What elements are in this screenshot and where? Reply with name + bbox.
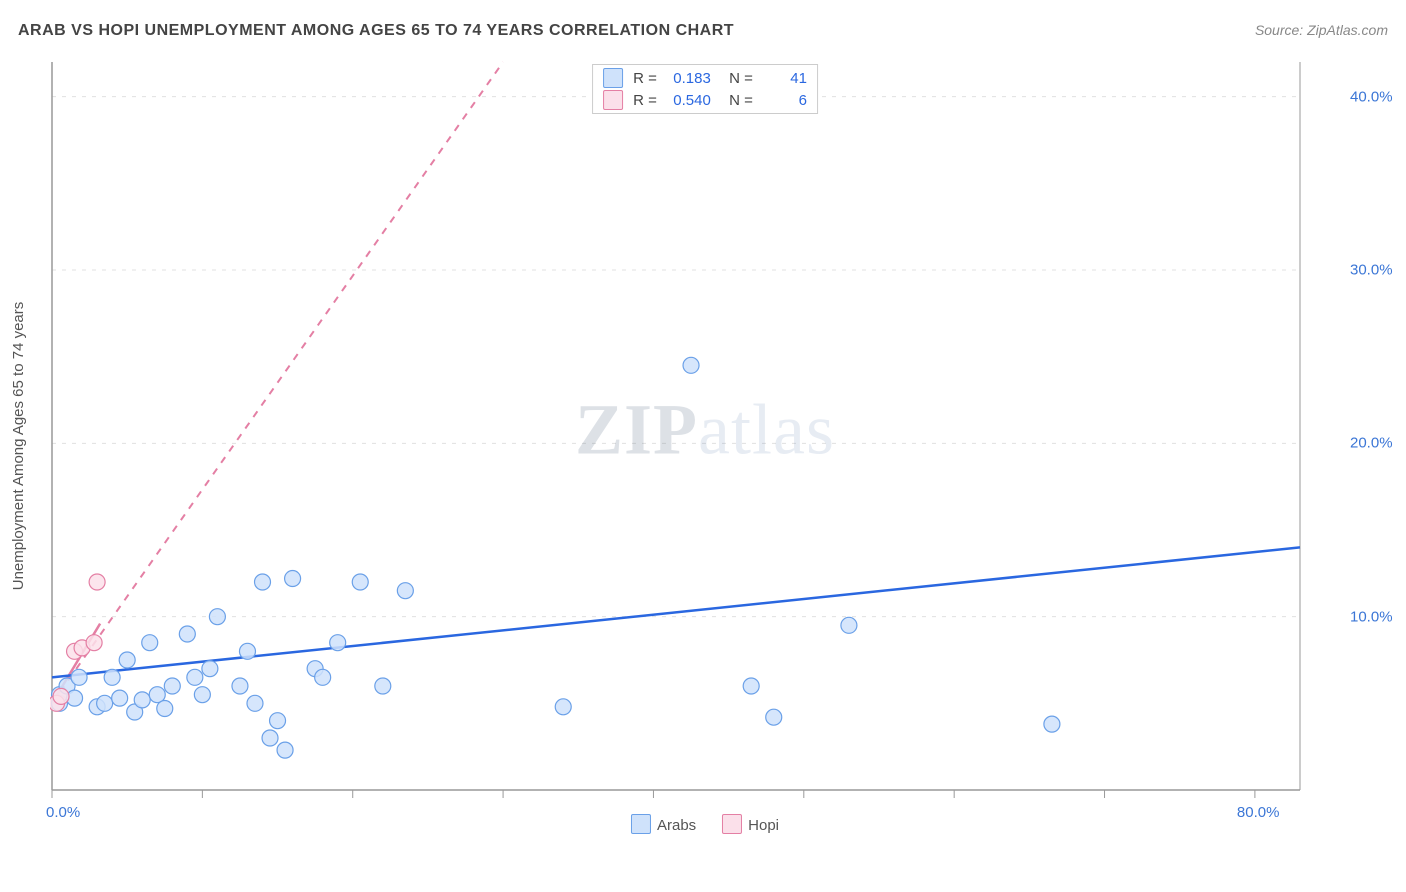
series-legend-item: Hopi bbox=[722, 814, 779, 834]
legend-n-label: N = bbox=[721, 70, 753, 87]
correlation-legend-row: R = 0.183 N = 41 bbox=[597, 67, 813, 89]
series-legend-item: Arabs bbox=[631, 814, 696, 834]
legend-swatch bbox=[603, 90, 623, 110]
series-legend: Arabs Hopi bbox=[631, 814, 779, 834]
y-tick-label: 20.0% bbox=[1350, 435, 1405, 452]
plot-area: ZIPatlas R =0.183 N =41R =0.540 N =6 Ara… bbox=[50, 60, 1360, 830]
correlation-legend-row: R = 0.540 N = 6 bbox=[597, 89, 813, 111]
series-legend-label: Arabs bbox=[657, 817, 696, 834]
x-axis-min-label: 0.0% bbox=[46, 804, 80, 821]
legend-r-label: R = bbox=[633, 92, 657, 109]
chart-source: Source: ZipAtlas.com bbox=[1255, 22, 1388, 38]
y-tick-label: 40.0% bbox=[1350, 88, 1405, 105]
x-axis-max-label: 80.0% bbox=[1237, 804, 1280, 821]
series-legend-label: Hopi bbox=[748, 817, 779, 834]
y-axis-label: Unemployment Among Ages 65 to 74 years bbox=[10, 302, 27, 591]
legend-r-label: R = bbox=[633, 70, 657, 87]
legend-n-label: N = bbox=[721, 92, 753, 109]
legend-r-value: 0.540 bbox=[667, 92, 711, 109]
legend-swatch bbox=[631, 814, 651, 834]
y-tick-label: 10.0% bbox=[1350, 608, 1405, 625]
legend-swatch bbox=[603, 68, 623, 88]
y-tick-label: 30.0% bbox=[1350, 262, 1405, 279]
legend-swatch bbox=[722, 814, 742, 834]
legend-r-value: 0.183 bbox=[667, 70, 711, 87]
scatter-svg bbox=[50, 60, 1360, 830]
legend-n-value: 41 bbox=[763, 70, 807, 87]
chart-header: ARAB VS HOPI UNEMPLOYMENT AMONG AGES 65 … bbox=[18, 22, 1388, 52]
legend-n-value: 6 bbox=[763, 92, 807, 109]
chart-title: ARAB VS HOPI UNEMPLOYMENT AMONG AGES 65 … bbox=[18, 22, 734, 39]
correlation-legend: R = 0.183 N = 41 R = 0.540 N = 6 bbox=[592, 64, 818, 114]
